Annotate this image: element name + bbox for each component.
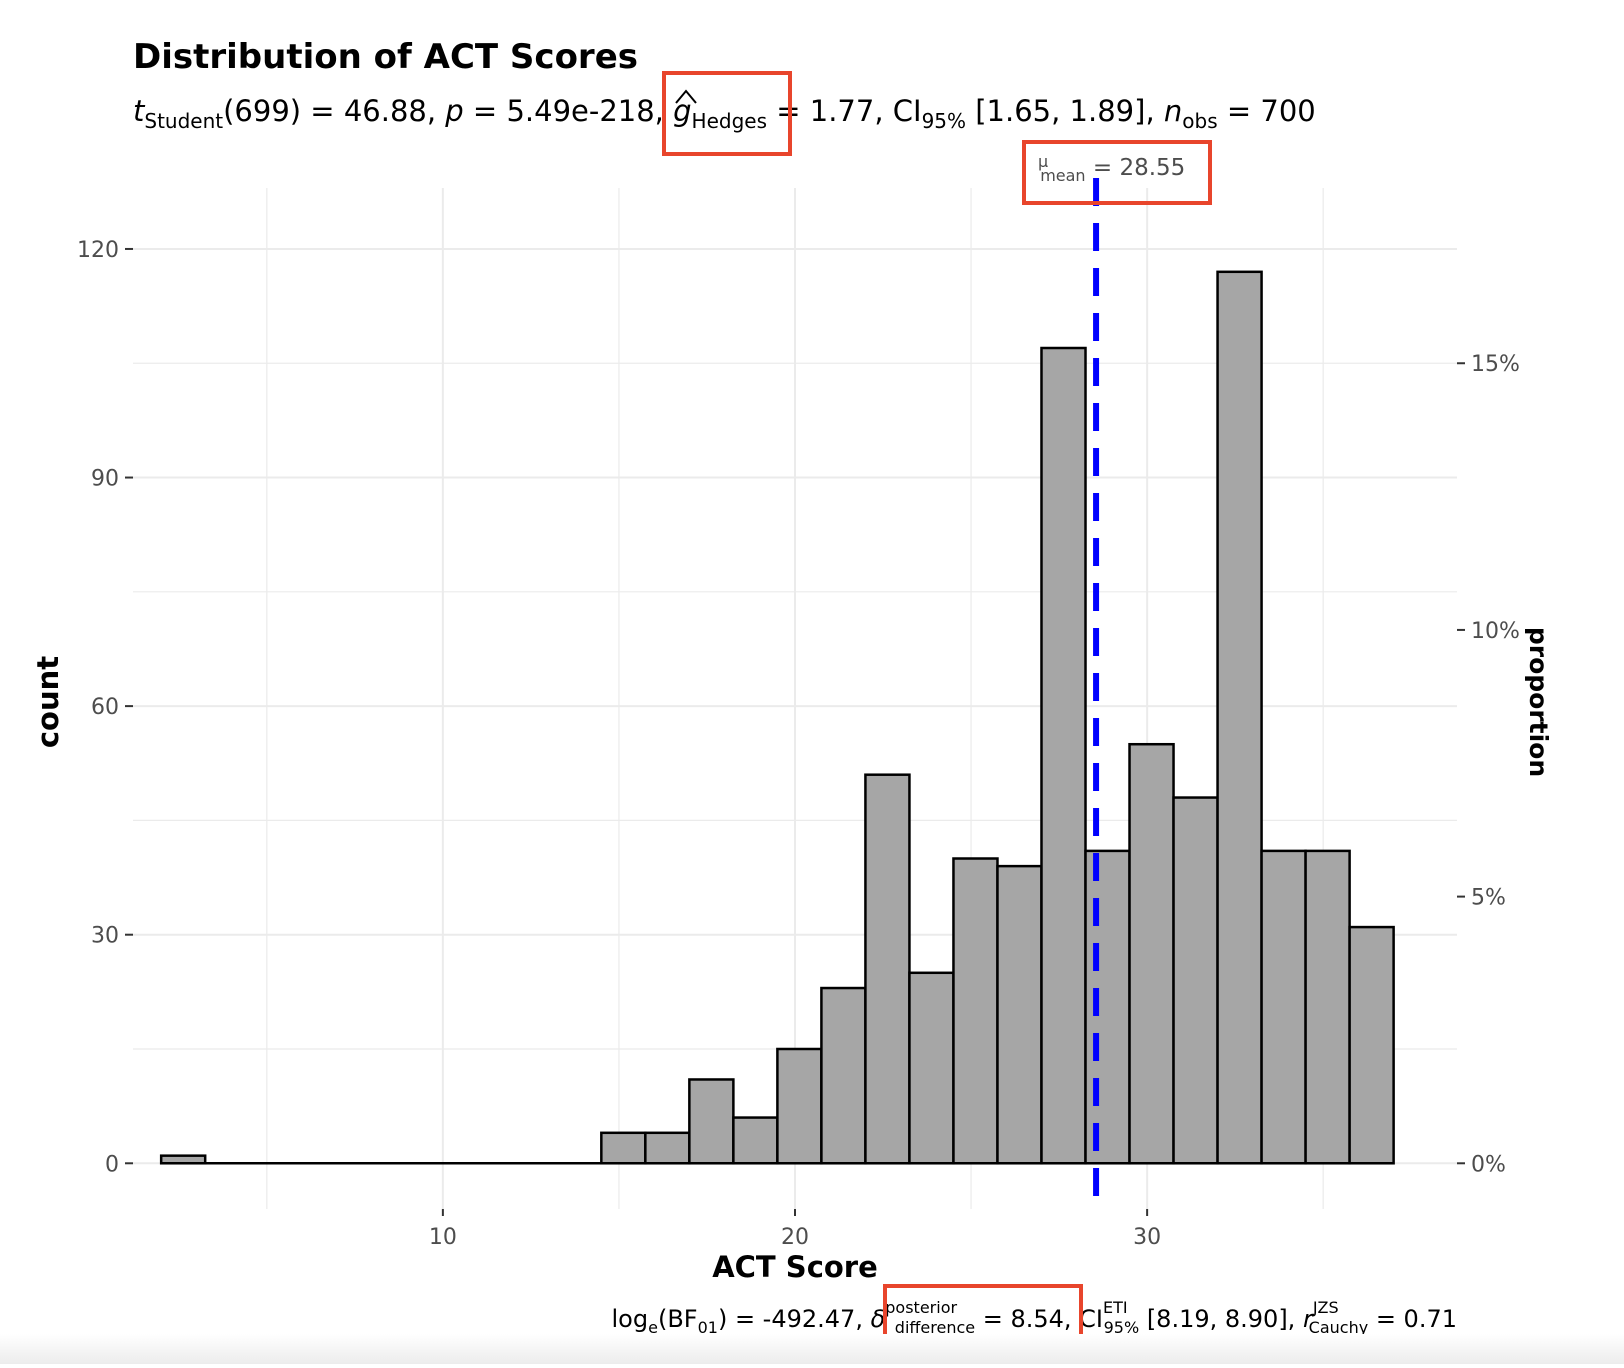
stats-subtitle: tStudent(699) = 46.88, p = 5.49e-218, gH…: [133, 94, 1316, 133]
histogram-bar: [644, 1131, 691, 1165]
histogram-bar: [1216, 270, 1263, 1165]
histogram-bars: [159, 178, 1395, 1209]
highlight-mean-box: [1022, 140, 1212, 205]
histogram-bar: [1348, 925, 1395, 1165]
axes: 10 20 30 0 30 60 90 120 0% 5% 10% 15%: [77, 238, 1520, 1250]
histogram-bar: [996, 864, 1043, 1165]
histogram-bar: [1304, 849, 1351, 1165]
hat-symbol: [675, 89, 697, 104]
y2-tick-label: 10%: [1471, 619, 1520, 644]
histogram-bar: [820, 986, 867, 1165]
stats-caption: loge(BF01) = -492.47, δposterior differen…: [612, 1298, 1457, 1337]
y2-tick-label: 0%: [1471, 1152, 1506, 1177]
histogram-bar: [1172, 796, 1219, 1165]
histogram-bar: [1084, 849, 1131, 1165]
y-tick-label: 60: [91, 695, 119, 720]
y2-tick-label: 5%: [1471, 886, 1506, 911]
histogram-bar: [600, 1131, 647, 1165]
x-tick-label: 30: [1133, 1225, 1161, 1250]
histogram-bar: [732, 1116, 779, 1165]
y-tick-label: 0: [105, 1152, 119, 1177]
chart-title: Distribution of ACT Scores: [133, 37, 638, 77]
x-tick-label: 10: [429, 1225, 457, 1250]
histogram-bar: [1040, 346, 1087, 1165]
y-tick-label: 90: [91, 467, 119, 492]
y2-tick-label: 15%: [1471, 352, 1520, 377]
y-tick-label: 30: [91, 924, 119, 949]
histogram-bar: [952, 857, 999, 1165]
y2-axis-label: proportion: [1524, 627, 1553, 777]
histogram-bar: [908, 971, 955, 1165]
histogram-bar: [1260, 849, 1307, 1165]
highlight-hedges-box: [662, 71, 792, 156]
histogram-bar: [1128, 742, 1175, 1165]
y-tick-label: 120: [77, 238, 119, 263]
window-bottom-edge: [0, 1334, 1624, 1364]
histogram-bar: [776, 1047, 823, 1165]
y-axis-label: count: [31, 656, 65, 748]
histogram-bar: [864, 773, 911, 1165]
x-tick-label: 20: [781, 1225, 809, 1250]
x-axis-label: ACT Score: [712, 1250, 878, 1284]
histogram-bar: [688, 1078, 735, 1165]
mean-label: μ mean = 28.55: [1038, 152, 1185, 185]
